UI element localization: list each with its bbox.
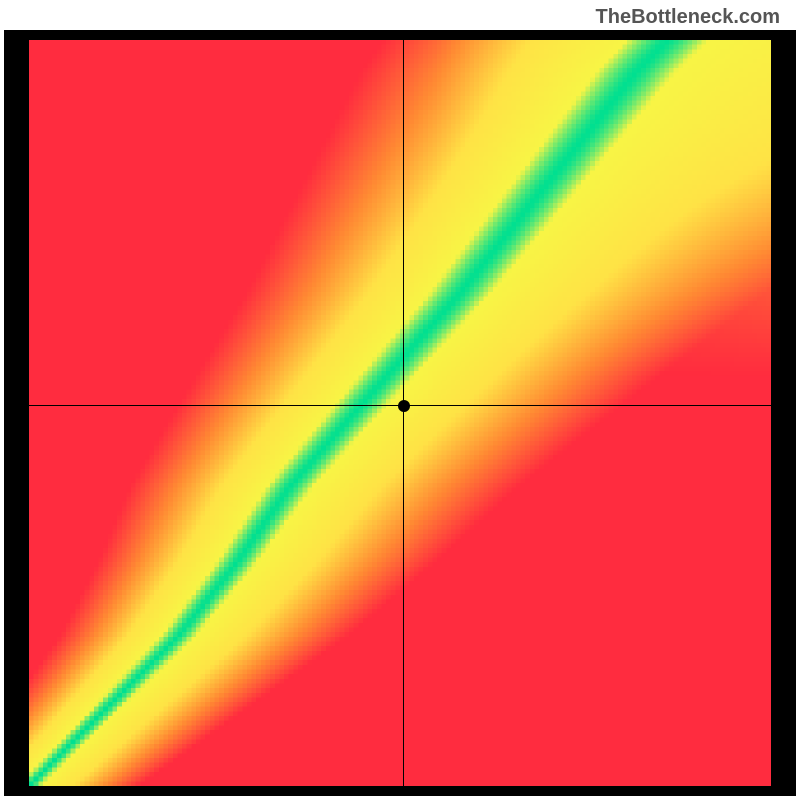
heatmap-canvas: [29, 40, 771, 786]
chart-container: TheBottleneck.com: [0, 0, 800, 800]
attribution-text: TheBottleneck.com: [596, 6, 780, 29]
chart-frame: [4, 30, 796, 796]
crosshair-vertical: [403, 40, 404, 786]
center-marker: [398, 400, 410, 412]
